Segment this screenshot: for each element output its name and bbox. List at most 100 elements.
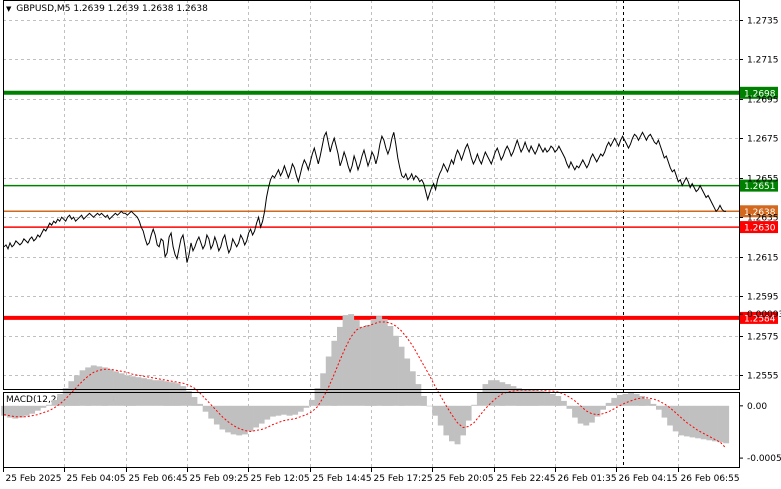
price-tick-label: 1.2635 (747, 214, 779, 224)
macd-bar (415, 384, 422, 406)
macd-bar (644, 398, 651, 406)
macd-bar (695, 405, 702, 439)
macd-panel (1, 314, 730, 449)
macd-bar (258, 405, 265, 424)
macd-bar (432, 405, 439, 416)
macd-bar (348, 314, 355, 406)
macd-bar (449, 405, 455, 442)
macd-bar (521, 389, 528, 406)
macd-bar (292, 405, 299, 415)
macd-bar (628, 393, 634, 406)
macd-bar (297, 405, 304, 412)
macd-bar (46, 404, 52, 406)
macd-bar (605, 402, 612, 406)
level-label-box (740, 311, 778, 324)
macd-bar (34, 405, 41, 411)
macd-bar (465, 405, 472, 421)
macd-bar (124, 375, 131, 406)
main-panel-border (3, 0, 740, 390)
macd-bar (180, 386, 187, 406)
macd-bar (460, 405, 466, 436)
chart-frame (3, 0, 740, 468)
macd-signal-line (3, 321, 727, 449)
level-label: 1.2584 (744, 314, 776, 324)
price-tick-label: 1.2575 (747, 333, 779, 343)
macd-bar (309, 399, 315, 406)
dropdown-triangle-icon[interactable]: ▼ (6, 5, 12, 13)
price-tick-label: 1.2695 (747, 96, 779, 106)
macd-bar (404, 358, 411, 406)
price-tick-label: 1.2675 (747, 135, 779, 145)
macd-bar (700, 405, 707, 440)
macd-bar (1, 405, 8, 416)
macd-bar (549, 394, 556, 406)
macd-bar (62, 388, 69, 406)
macd-bar (471, 404, 478, 406)
macd-tick-label: -0.00053 (747, 454, 781, 464)
macd-bar (560, 400, 567, 406)
macd-bar (18, 405, 24, 418)
time-tick-label: 26 Feb 04:15 (619, 474, 678, 484)
time-axis: 25 Feb 2025 25 Feb 04:05 25 Feb 06:45 25 Fe… (3, 468, 740, 484)
macd-bar (169, 382, 175, 406)
macd-bar (717, 405, 724, 443)
macd-bar (437, 405, 444, 426)
macd-bar (426, 405, 433, 407)
macd-bar (303, 405, 310, 408)
macd-bar (376, 316, 383, 406)
macd-bar (516, 388, 522, 406)
time-tick-label: 25 Feb 06:45 (129, 474, 188, 484)
macd-bar (90, 365, 97, 406)
macd-tick-label: 0.00 (747, 402, 767, 412)
macd-bar (337, 326, 343, 406)
time-tick-label: 25 Feb 12:05 (251, 474, 310, 484)
symbol-label: GBPUSD,M5 (16, 4, 71, 14)
macd-tick-label: 0.00093 (747, 310, 781, 320)
macd-bar (359, 326, 366, 406)
level-label-box (740, 179, 778, 192)
macd-bar (129, 376, 136, 406)
macd-bar (185, 391, 192, 406)
macd-bar (476, 392, 483, 406)
macd-bar (113, 371, 119, 406)
macd-bar (622, 394, 629, 406)
macd-bar (40, 405, 47, 408)
macd-bar (74, 375, 80, 406)
macd-bar (667, 405, 674, 426)
macd-bar (370, 319, 377, 406)
macd-bar (650, 403, 657, 406)
macd-bar (342, 315, 349, 406)
macd-bar (588, 405, 595, 423)
macd-bar (230, 405, 237, 435)
macd-bar (353, 320, 360, 406)
macd-bar (202, 405, 209, 412)
time-tick-label: 25 Feb 14:45 (313, 474, 372, 484)
time-tick-label: 26 Feb 06:55 (681, 474, 740, 484)
level-label: 1.2638 (744, 208, 776, 218)
macd-bar (594, 405, 601, 417)
macd-bar (639, 396, 646, 406)
time-tick-label: 25 Feb 20:05 (435, 474, 494, 484)
macd-bar (236, 405, 243, 436)
macd-bar (101, 367, 108, 406)
macd-bar (532, 390, 539, 406)
level-label: 1.2651 (744, 182, 776, 192)
macd-bar (241, 405, 248, 435)
time-tick-label: 25 Feb 09:25 (190, 474, 249, 484)
macd-bar (331, 340, 338, 406)
macd-bar (29, 405, 36, 414)
macd-bar (23, 405, 30, 416)
macd-bar (712, 405, 718, 442)
price-line (3, 130, 726, 263)
macd-bar (544, 392, 550, 406)
macd-bar (504, 384, 511, 406)
price-tick-label: 1.2735 (747, 17, 779, 27)
macd-bar (661, 405, 668, 418)
price-series (3, 130, 726, 263)
macd-bar (555, 396, 562, 406)
macd-bar (616, 395, 623, 406)
macd-bar (678, 405, 685, 436)
macd-bar (247, 405, 254, 432)
time-tick-label: 26 Feb 01:35 (558, 474, 617, 484)
